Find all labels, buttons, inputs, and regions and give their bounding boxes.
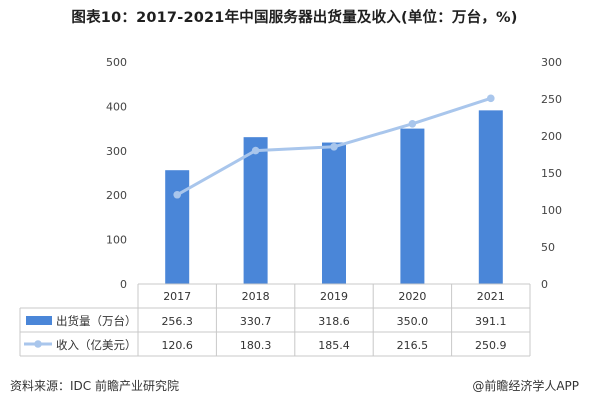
legend-bar-label: 出货量（万台）: [56, 314, 137, 328]
right-axis-tick-label: 100: [541, 204, 562, 217]
table-cell-revenue: 216.5: [397, 339, 429, 352]
chart-title: 图表10：2017-2021年中国服务器出货量及收入(单位：万台，%): [71, 10, 518, 26]
right-axis-tick-label: 250: [541, 93, 562, 106]
table-cell-shipments: 350.0: [397, 315, 429, 328]
line-point: [487, 94, 495, 103]
left-axis-tick-label: 400: [106, 100, 127, 113]
bar: [400, 128, 425, 284]
right-axis-tick-label: 300: [541, 56, 562, 69]
category-label: 2021: [477, 290, 505, 303]
line-point: [330, 143, 338, 151]
category-label: 2017: [163, 290, 191, 303]
left-axis-tick-label: 200: [106, 189, 127, 202]
left-axis-tick-label: 100: [106, 234, 127, 247]
legend-bar-swatch: [26, 316, 52, 325]
legend-line-marker: [34, 340, 42, 348]
category-label: 2019: [320, 290, 348, 303]
bar: [165, 170, 190, 284]
table-cell-shipments: 318.6: [318, 315, 350, 328]
source-note: 资料来源：IDC 前瞻产业研究院: [10, 379, 179, 393]
table-cell-revenue: 120.6: [161, 339, 193, 352]
left-axis-tick-label: 300: [106, 145, 127, 158]
table-cell-revenue: 180.3: [240, 339, 272, 352]
line-point: [251, 146, 260, 155]
category-label: 2018: [242, 290, 270, 303]
footer: 资料来源：IDC 前瞻产业研究院 @前瞻经济学人APP: [0, 377, 589, 401]
table-cell-shipments: 391.1: [475, 315, 507, 328]
right-axis-tick-label: 200: [541, 130, 562, 143]
line-point: [173, 190, 181, 199]
table-cell-shipments: 256.3: [161, 315, 193, 328]
category-label: 2020: [398, 290, 426, 303]
line-point: [408, 119, 417, 128]
table-cell-revenue: 250.9: [475, 339, 507, 352]
bar: [243, 137, 268, 284]
left-axis-tick-label: 500: [106, 56, 127, 69]
brand-label: @前瞻经济学人APP: [472, 379, 579, 393]
right-axis-tick-label: 0: [541, 278, 548, 291]
table-cell-shipments: 330.7: [240, 315, 272, 328]
legend-line-label: 收入（亿美元）: [56, 338, 137, 352]
table-cell-revenue: 185.4: [318, 339, 350, 352]
left-axis-tick-label: 0: [120, 278, 127, 291]
right-axis-tick-label: 50: [541, 241, 555, 254]
bar: [322, 142, 346, 284]
right-axis-tick-label: 150: [541, 167, 562, 180]
bar: [478, 110, 503, 285]
